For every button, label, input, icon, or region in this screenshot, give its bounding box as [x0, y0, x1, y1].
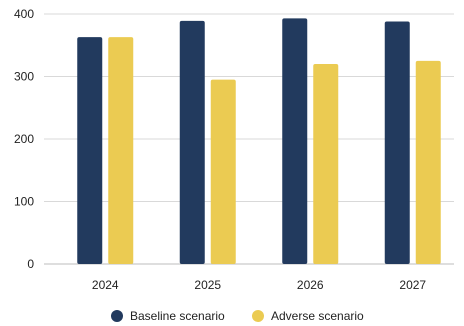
- bar-adverse-2026: [313, 64, 339, 264]
- bar-adverse-2024: [108, 37, 134, 264]
- x-axis-ticks: 2024 2025 2026 2027: [92, 278, 427, 292]
- y-tick-label: 200: [14, 132, 34, 146]
- y-tick-label: 0: [27, 257, 34, 271]
- x-tick-label: 2027: [399, 278, 426, 292]
- bar-adverse-2025: [210, 79, 236, 264]
- y-tick-label: 300: [14, 70, 34, 84]
- legend: Baseline scenario Adverse scenario: [111, 309, 364, 323]
- bar-baseline-2025: [179, 20, 205, 264]
- y-tick-label: 100: [14, 195, 34, 209]
- legend-label: Adverse scenario: [271, 309, 364, 323]
- legend-label: Baseline scenario: [130, 309, 225, 323]
- x-tick-label: 2024: [92, 278, 119, 292]
- bar-adverse-2027: [415, 60, 441, 264]
- x-tick-label: 2026: [297, 278, 324, 292]
- x-tick-label: 2025: [194, 278, 221, 292]
- legend-swatch: [111, 310, 123, 322]
- bar-baseline-2024: [77, 37, 103, 264]
- y-tick-label: 400: [14, 7, 34, 21]
- bar-baseline-2026: [282, 18, 308, 264]
- legend-swatch: [252, 310, 264, 322]
- bars: [77, 18, 441, 264]
- y-axis-ticks: 0 100 200 300 400: [14, 7, 34, 271]
- bar-baseline-2027: [384, 21, 410, 264]
